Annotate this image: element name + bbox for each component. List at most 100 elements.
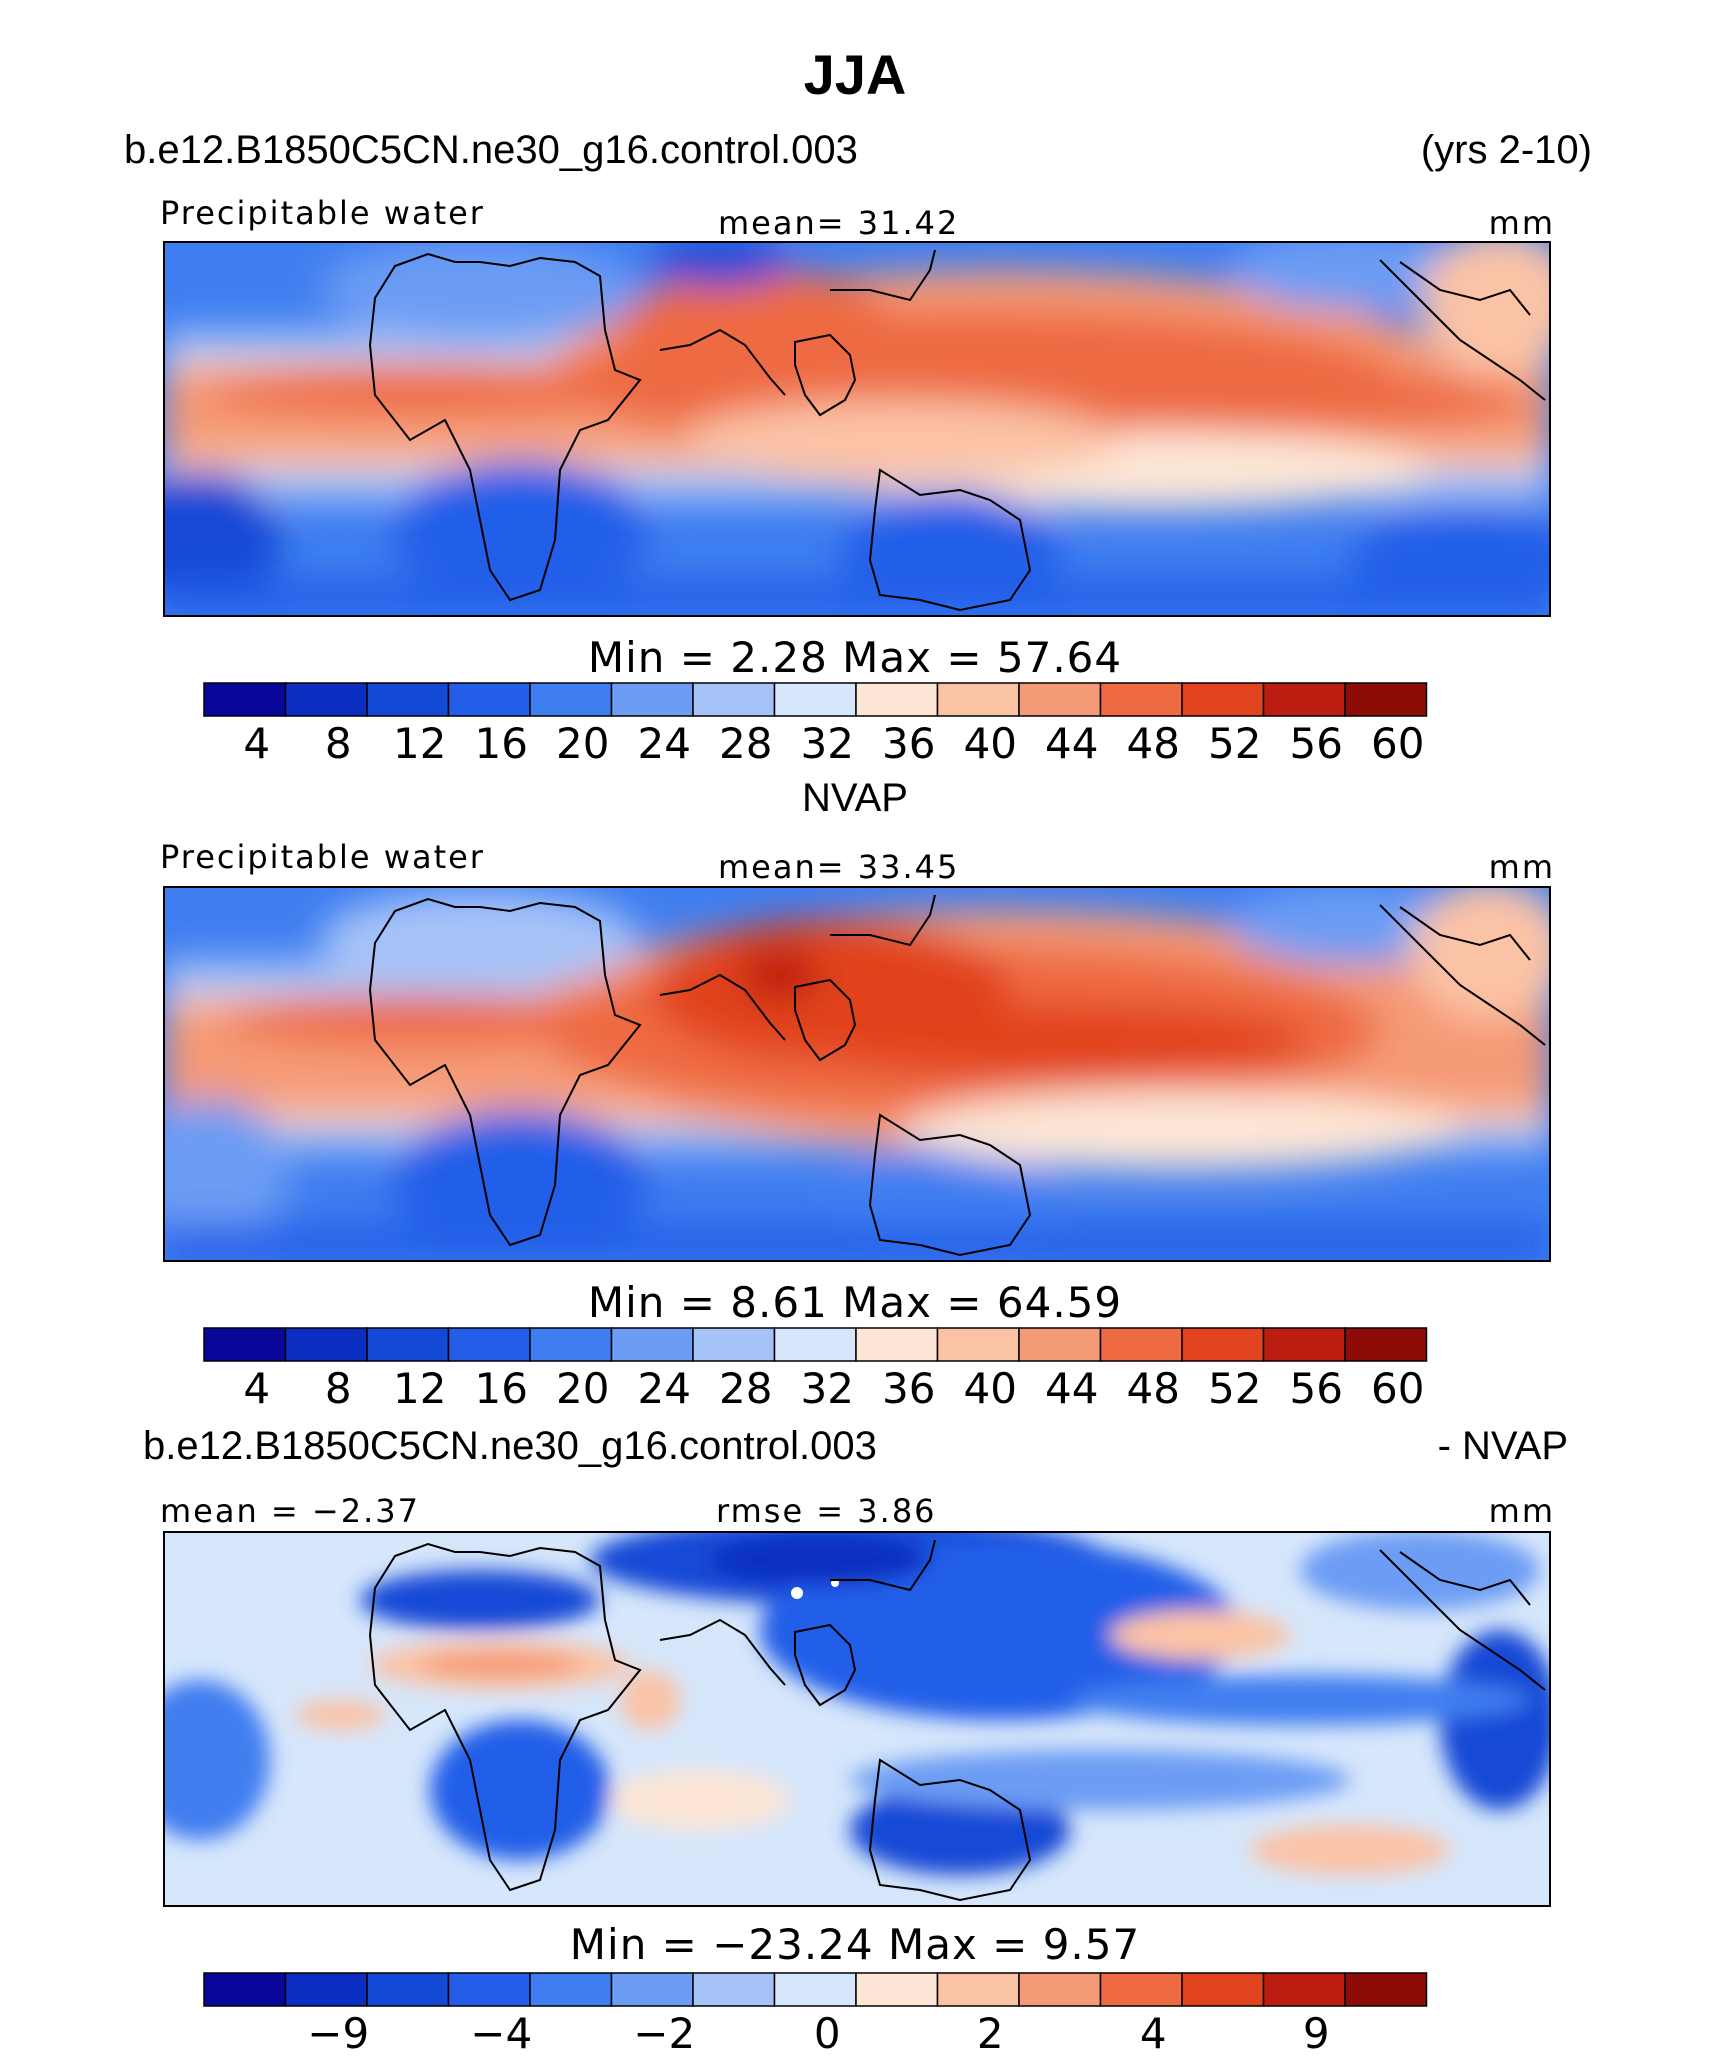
colorbars: 4 8 12 16 20 24 28 32 36 40 44 48 52 56 604 8 12 16 20 24 28… <box>203 682 1428 2058</box>
colorbar-tick-label: 36 <box>882 1364 935 1413</box>
colorbar-tick-label: 48 <box>1127 1364 1180 1413</box>
colorbar-swatch <box>1262 682 1346 717</box>
colorbar-swatch <box>936 1972 1020 2007</box>
colorbar-swatch <box>692 682 776 717</box>
years-label: (yrs 2-10) <box>1420 128 1592 172</box>
colorbar-swatch <box>1344 682 1428 717</box>
colorbar-swatch <box>1099 1972 1183 2007</box>
panel3-rmse: rmse = 3.86 <box>716 1492 937 1530</box>
colorbar-swatch <box>1344 1327 1428 1362</box>
colorbar-swatch <box>1181 1972 1265 2007</box>
panel3-map-frame <box>163 1531 1551 1907</box>
colorbar-swatch <box>610 682 694 717</box>
colorbar-tick-label: 28 <box>719 1364 772 1413</box>
colorbar-tick-label: 16 <box>475 1364 528 1413</box>
colorbar-swatch <box>855 1972 939 2007</box>
colorbar-swatch <box>1099 1327 1183 1362</box>
colorbar-swatch <box>284 1972 368 2007</box>
colorbar-swatch <box>855 1327 939 1362</box>
colorbar-tick-label: 40 <box>964 1364 1017 1413</box>
colorbar-tick-label: 8 <box>325 1364 352 1413</box>
colorbar-swatch <box>366 682 450 717</box>
panel1-coastlines <box>368 249 1546 612</box>
panel1-units: mm <box>1488 204 1555 242</box>
colorbar-tick-label: 12 <box>393 1364 446 1413</box>
panel3-colorbar: −9 −4 −2 0 2 4 9 <box>203 1972 1428 2058</box>
colorbar-swatch <box>855 682 939 717</box>
colorbar-swatch <box>1018 1972 1102 2007</box>
colorbar-swatch <box>366 1327 450 1362</box>
colorbar-tick-label: −4 <box>470 2009 532 2058</box>
colorbar-tick-label: 8 <box>325 719 352 768</box>
colorbar-swatch <box>447 682 531 717</box>
colorbar-swatch <box>1181 1327 1265 1362</box>
colorbar-swatch <box>529 682 613 717</box>
colorbar-tick-label: 4 <box>1140 2009 1167 2058</box>
colorbar-tick-label: 44 <box>1045 1364 1098 1413</box>
colorbar-tick-label: 4 <box>243 1364 270 1413</box>
colorbar-swatch <box>610 1327 694 1362</box>
colorbar-tick-label: 24 <box>638 1364 691 1413</box>
panel1-minmax: Min = 2.28 Max = 57.64 <box>587 633 1123 682</box>
panel2-mean: mean= 33.45 <box>718 848 960 886</box>
colorbar-tick-label: 16 <box>475 719 528 768</box>
figure-title: JJA <box>803 43 907 106</box>
colorbar-swatch <box>1181 682 1265 717</box>
panel1-mean: mean= 31.42 <box>718 204 960 242</box>
panel1-map <box>164 242 1550 616</box>
colorbar-tick-label: 36 <box>882 719 935 768</box>
panel2-minmax: Min = 8.61 Max = 64.59 <box>587 1278 1123 1327</box>
colorbar-swatch <box>773 1972 857 2007</box>
colorbar-swatch <box>692 1972 776 2007</box>
colorbar-swatch <box>1099 682 1183 717</box>
panel3-units: mm <box>1488 1492 1555 1530</box>
case-name-label: b.e12.B1850C5CN.ne30_g16.control.003 <box>124 128 858 172</box>
colorbar-tick-label: 48 <box>1127 719 1180 768</box>
colorbar-tick-label: 32 <box>801 1364 854 1413</box>
panel3-mean: mean = −2.37 <box>160 1492 420 1530</box>
colorbar-tick-label: 2 <box>977 2009 1004 2058</box>
colorbar-swatch <box>773 682 857 717</box>
panel3-minmax: Min = −23.24 Max = 9.57 <box>569 1920 1141 1969</box>
panel2-map <box>164 887 1550 1261</box>
colorbar-tick-label: 40 <box>964 719 1017 768</box>
colorbar-tick-label: 32 <box>801 719 854 768</box>
colorbar-tick-label: 56 <box>1290 719 1343 768</box>
colorbar-swatch <box>529 1972 613 2007</box>
diff-case-name-label: b.e12.B1850C5CN.ne30_g16.control.003 <box>143 1424 877 1468</box>
colorbar-swatch <box>936 1327 1020 1362</box>
panel2-units: mm <box>1488 848 1555 886</box>
colorbar-swatch <box>284 1327 368 1362</box>
panel3-map <box>164 1532 1550 1906</box>
colorbar-tick-label: 24 <box>638 719 691 768</box>
colorbar-tick-label: 56 <box>1290 1364 1343 1413</box>
colorbar-swatch <box>1018 1327 1102 1362</box>
colorbar-swatch <box>203 682 287 717</box>
colorbar-tick-label: 20 <box>556 1364 609 1413</box>
colorbar-tick-label: 60 <box>1371 719 1424 768</box>
colorbar-tick-label: 9 <box>1303 2009 1330 2058</box>
panel1-map-frame <box>163 241 1551 617</box>
panel1-colorbar: 4 8 12 16 20 24 28 32 36 40 44 48 52 56 60 <box>203 682 1428 768</box>
colorbar-tick-label: −9 <box>307 2009 369 2058</box>
colorbar-tick-label: 20 <box>556 719 609 768</box>
panel2-variable: Precipitable water <box>160 838 485 876</box>
panel2-coastlines <box>368 894 1546 1257</box>
colorbar-tick-label: 4 <box>243 719 270 768</box>
panel1-variable: Precipitable water <box>160 194 485 232</box>
colorbar-tick-label: 28 <box>719 719 772 768</box>
panel3-coastlines <box>368 1539 1546 1902</box>
colorbar-tick-label: 52 <box>1208 1364 1261 1413</box>
colorbar-swatch <box>610 1972 694 2007</box>
colorbar-tick-label: 60 <box>1371 1364 1424 1413</box>
colorbar-swatch <box>529 1327 613 1362</box>
panel2-colorbar: 4 8 12 16 20 24 28 32 36 40 44 48 52 56 60 <box>203 1327 1428 1413</box>
colorbar-swatch <box>692 1327 776 1362</box>
colorbar-swatch <box>447 1327 531 1362</box>
colorbar-swatch <box>447 1972 531 2007</box>
colorbar-swatch <box>203 1972 287 2007</box>
panel2-map-frame <box>163 886 1551 1262</box>
colorbar-tick-label: 0 <box>814 2009 841 2058</box>
colorbar-swatch <box>1344 1972 1428 2007</box>
